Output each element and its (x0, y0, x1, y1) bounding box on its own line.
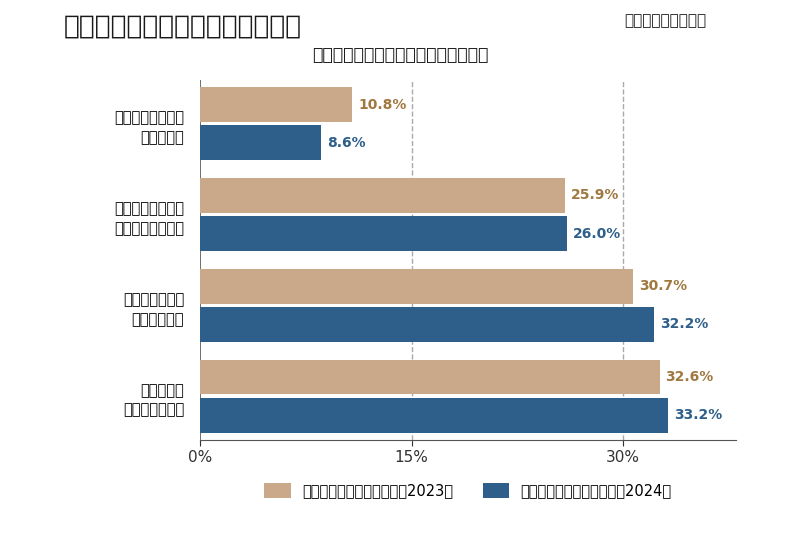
Bar (200, 269, 633, 303)
Bar (200, 398, 668, 433)
Text: 25.9%: 25.9% (571, 189, 619, 203)
Text: 32.2%: 32.2% (660, 317, 708, 331)
Bar (200, 217, 566, 251)
Text: 【医師の働き方改革施行前後の比較】: 【医師の働き方改革施行前後の比較】 (312, 46, 488, 64)
Text: 26.0%: 26.0% (572, 227, 621, 241)
Bar (200, 178, 566, 213)
Text: 30.7%: 30.7% (638, 279, 686, 293)
Text: （週５日以上勤務）: （週５日以上勤務） (624, 13, 706, 28)
Text: 10.8%: 10.8% (358, 98, 406, 111)
Bar (200, 307, 654, 342)
Bar (200, 87, 352, 122)
Bar (200, 360, 660, 394)
Text: 8.6%: 8.6% (327, 136, 366, 150)
Text: 33.2%: 33.2% (674, 408, 722, 422)
Text: 主たる勤務先での勤務時間の長さ: 主たる勤務先での勤務時間の長さ (64, 13, 302, 40)
Legend: 医師の働き方改革施行前（2023）, 医師の働き方改革施行後（2024）: 医師の働き方改革施行前（2023）, 医師の働き方改革施行後（2024） (258, 477, 678, 504)
Text: 32.6%: 32.6% (666, 370, 714, 384)
Bar (200, 125, 322, 160)
